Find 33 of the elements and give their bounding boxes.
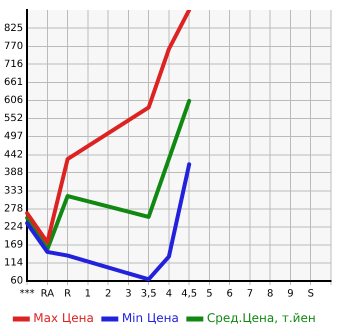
x-tick-label: 9 bbox=[287, 288, 294, 300]
y-tick-label: 716 bbox=[4, 58, 24, 70]
x-tick-label: 8 bbox=[267, 288, 274, 300]
x-tick-label: 3,5 bbox=[140, 288, 157, 300]
y-tick-label: 825 bbox=[4, 22, 24, 34]
y-tick-label: 442 bbox=[4, 149, 24, 160]
x-tick-label: R bbox=[64, 288, 72, 300]
x-tick-label: 3 bbox=[125, 288, 132, 300]
legend-label: Min Цена bbox=[122, 311, 179, 326]
x-tick-label: 2 bbox=[104, 288, 112, 300]
y-tick-label: 169 bbox=[4, 240, 24, 251]
x-tick-label: 4,5 bbox=[181, 288, 198, 300]
y-tick-label: 224 bbox=[4, 221, 24, 232]
y-tick-label: 114 bbox=[4, 258, 24, 269]
y-tick-label: 770 bbox=[4, 40, 24, 52]
y-tick-label: 388 bbox=[4, 167, 24, 178]
y-tick-label: 606 bbox=[4, 95, 24, 106]
x-tick-label: 6 bbox=[226, 288, 233, 300]
y-tick-label: 278 bbox=[4, 204, 24, 215]
x-tick-label: *** bbox=[20, 288, 35, 300]
x-tick-label: 1 bbox=[84, 288, 92, 300]
x-tick-label: 5 bbox=[206, 288, 213, 300]
y-tick-label: 497 bbox=[4, 131, 24, 142]
x-tick-label: 7 bbox=[246, 288, 254, 300]
y-tick-label: 552 bbox=[4, 112, 24, 124]
y-tick-label: 661 bbox=[4, 76, 24, 88]
x-tick-label: S bbox=[308, 288, 314, 300]
y-tick-label: 333 bbox=[4, 185, 24, 196]
legend-label: Сред.Цена, т.йен bbox=[206, 311, 316, 326]
x-tick-label: RA bbox=[40, 288, 54, 300]
legend-label: Max Цена bbox=[33, 311, 94, 326]
y-tick-label: 60 bbox=[10, 276, 24, 287]
x-tick-label: 4 bbox=[166, 288, 172, 300]
